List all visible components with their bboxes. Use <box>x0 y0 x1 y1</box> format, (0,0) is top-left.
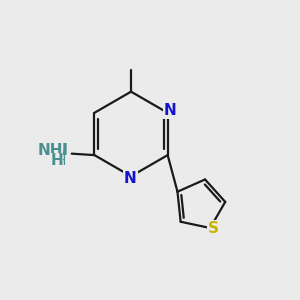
Text: NH: NH <box>38 143 64 158</box>
Text: N: N <box>124 171 137 186</box>
Text: H: H <box>51 153 64 168</box>
Text: N: N <box>163 103 176 118</box>
Text: N: N <box>54 142 67 158</box>
Text: H: H <box>56 154 66 168</box>
Text: N: N <box>54 142 67 158</box>
Text: S: S <box>208 220 219 236</box>
Text: H: H <box>51 144 62 158</box>
